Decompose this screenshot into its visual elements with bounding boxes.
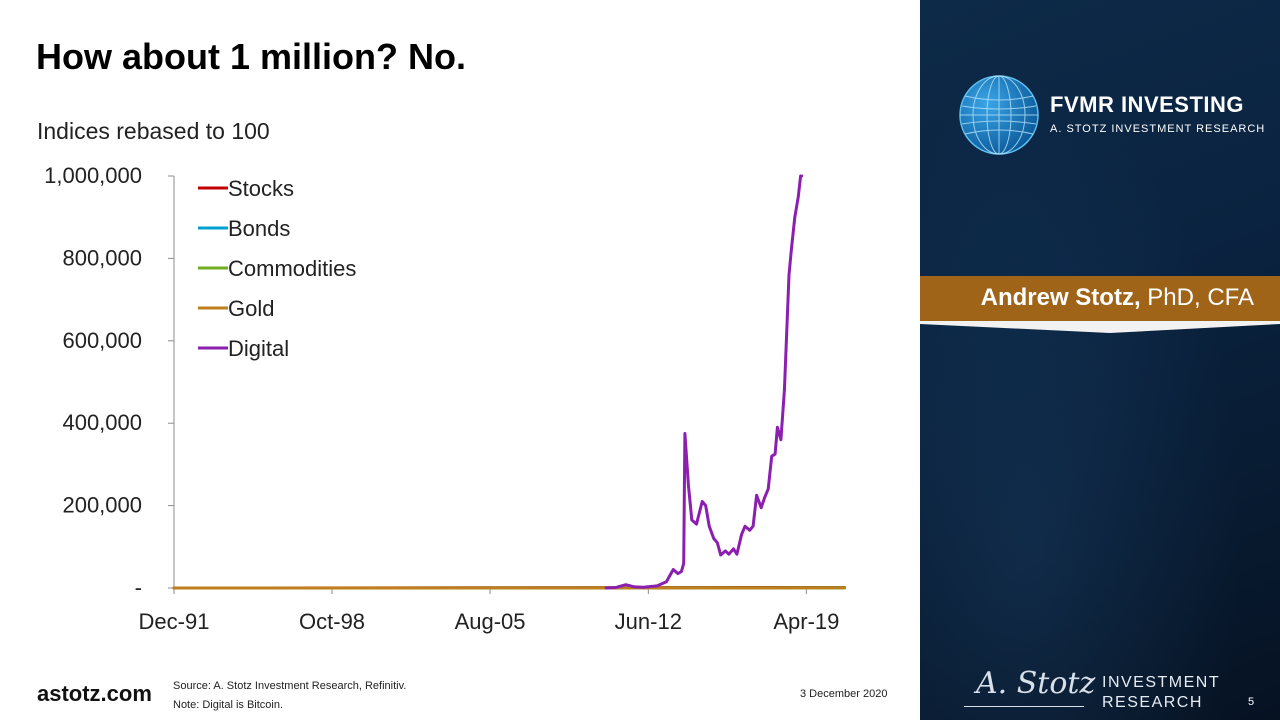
presenter-bar-edge — [920, 321, 1280, 333]
brand-panel: FVMR INVESTING A. STOTZ INVESTMENT RESEA… — [920, 0, 1280, 720]
legend-label-bonds: Bonds — [228, 216, 290, 241]
legend-label-commodities: Commodities — [228, 256, 356, 281]
slide-title: How about 1 million? No. — [36, 36, 466, 77]
brand-name: FVMR INVESTING — [1050, 92, 1245, 117]
line-chart: - 200,000 400,000 600,000 800,000 1,000,000 De… — [44, 163, 846, 634]
ir-line-2: RESEARCH — [1102, 694, 1203, 711]
footer-note: Note: Digital is Bitcoin. — [173, 699, 284, 711]
presenter-name-bold: Andrew Stotz, — [980, 284, 1141, 311]
x-tick-label: Oct-98 — [299, 609, 365, 634]
y-tick-label: 800,000 — [62, 245, 142, 270]
signature-underline — [964, 706, 1084, 707]
series-line-digital — [604, 174, 804, 590]
footer-date: 3 December 2020 — [800, 688, 888, 700]
y-tick-label: 200,000 — [62, 493, 142, 518]
x-tick-label: Dec-91 — [139, 609, 210, 634]
x-tick-label: Jun-12 — [615, 609, 682, 634]
x-tick-label: Apr-19 — [773, 609, 839, 634]
y-tick-label: 600,000 — [62, 328, 142, 353]
x-tick-label: Aug-05 — [455, 609, 526, 634]
legend-label-stocks: Stocks — [228, 176, 294, 201]
brand-subtitle: A. STOTZ INVESTMENT RESEARCH — [1050, 123, 1266, 135]
ir-line-1: INVESTMENT — [1102, 674, 1221, 691]
page-number: 5 — [1248, 696, 1255, 708]
globe-icon — [959, 75, 1039, 155]
y-tick-label: 400,000 — [62, 410, 142, 435]
chart-subtitle: Indices rebased to 100 — [37, 118, 270, 144]
y-tick-label: 1,000,000 — [44, 163, 142, 188]
footer-site[interactable]: astotz.com — [37, 681, 152, 706]
legend-label-gold: Gold — [228, 296, 274, 321]
signature-logo: A. Stotz — [976, 666, 1096, 701]
legend-label-digital: Digital — [228, 336, 289, 361]
presenter-name: Andrew Stotz, PhD, CFA — [981, 284, 1254, 312]
presenter-credentials: PhD, CFA — [1140, 284, 1254, 311]
y-tick-label: - — [135, 575, 142, 600]
presenter-bar — [920, 276, 1280, 322]
footer-source: Source: A. Stotz Investment Research, Re… — [173, 680, 407, 692]
